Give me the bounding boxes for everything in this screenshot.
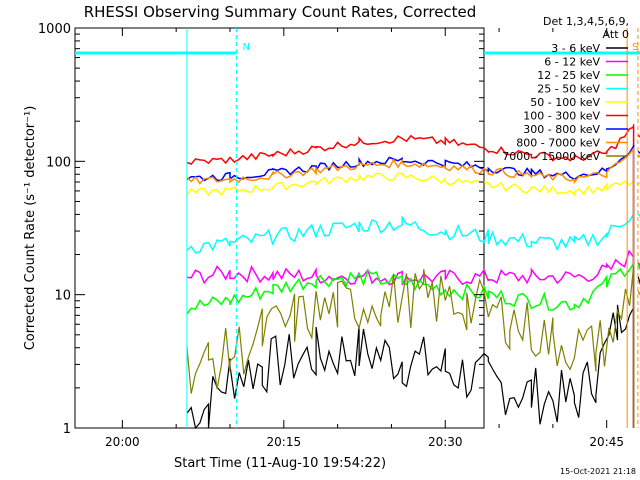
x-tick-label-20-45: 20:45 [589, 435, 624, 449]
legend-label-800-7000-kev: 800 - 7000 keV [516, 137, 600, 150]
series-line-800-7000-kev [186, 146, 640, 428]
legend-label-3-6-kev: 3 - 6 keV [551, 42, 600, 55]
x-axis-label: Start Time (11-Aug-10 19:54:22) [174, 456, 386, 471]
series-line-6-12-kev [186, 249, 640, 428]
x-tick-label-20-15: 20:15 [267, 435, 302, 449]
annotation-s: S [632, 42, 638, 53]
y-tick-label-100: 100 [46, 155, 71, 170]
legend-label-25-50-kev: 25 - 50 keV [537, 83, 600, 96]
series-line-12-25-kev [186, 260, 640, 428]
y-tick-label-1: 1 [63, 422, 71, 437]
legend-header-line-1: Det 1,3,4,5,6,9, [543, 15, 629, 28]
legend-label-300-800-kev: 300 - 800 keV [523, 123, 600, 136]
plot-frame [74, 27, 485, 429]
series-layer [186, 124, 640, 430]
legend-label-7000-15000-kev: 7000 - 15000 keV [502, 150, 600, 163]
y-tick-label-1000: 1000 [38, 22, 71, 37]
y-axis: 1 10 100 1000 [38, 22, 484, 437]
legend-header-line-2: Att 0 [603, 28, 629, 41]
series-line-50-100-kev [186, 172, 640, 428]
x-tick-label-20-00: 20:00 [105, 435, 140, 449]
series-line-100-300-kev [186, 124, 640, 428]
y-tick-label-10: 10 [54, 289, 71, 304]
series-line-7000-15000-kev [186, 266, 640, 428]
series-line-3-6-kev [186, 276, 640, 430]
annotation-n: N [242, 42, 249, 53]
legend-label-6-12-kev: 6 - 12 keV [544, 56, 600, 69]
legend-label-100-300-kev: 100 - 300 keV [523, 110, 600, 123]
x-tick-label-20-30: 20:30 [428, 435, 463, 449]
footer-date: 15-Oct-2021 21:18 [560, 467, 636, 476]
legend-label-12-25-kev: 12 - 25 keV [537, 69, 600, 82]
series-line-25-50-kev [186, 209, 640, 428]
series-line-300-800-kev [186, 144, 640, 428]
y-axis-label: Corrected Count Rate (s⁻¹ detector⁻¹) [23, 106, 38, 351]
chart-title: RHESSI Observing Summary Count Rates, Co… [84, 3, 477, 21]
legend-label-50-100-kev: 50 - 100 keV [530, 96, 600, 109]
